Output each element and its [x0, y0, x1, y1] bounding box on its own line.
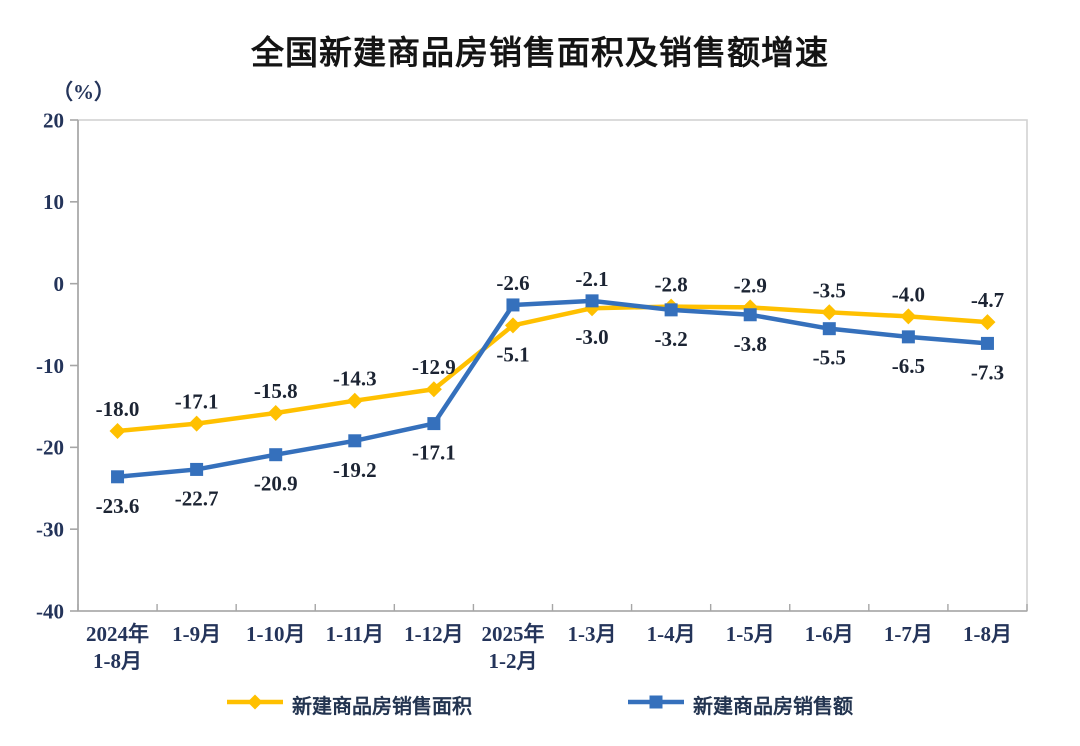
y-axis-unit-label: （%）	[52, 80, 115, 104]
legend-marker-svg	[628, 695, 684, 709]
data-point-marker-square	[901, 330, 915, 344]
data-point-marker-diamond	[188, 415, 205, 432]
data-point-label: -20.9	[254, 472, 298, 496]
series-line-1	[115, 298, 990, 480]
data-point-label: -23.6	[96, 494, 140, 518]
x-tick-label: 1-8月	[963, 622, 1012, 646]
data-point-marker-square	[585, 294, 599, 308]
data-point-marker-diamond	[900, 308, 917, 325]
y-tick-label: 0	[54, 272, 65, 296]
data-point-marker-square	[348, 434, 362, 448]
data-point-label: -5.5	[813, 346, 846, 370]
series-line-0	[115, 304, 990, 434]
blue-square-line-icon	[628, 694, 684, 715]
x-tick-label: 1-6月	[805, 622, 854, 646]
data-point-marker-square	[743, 308, 757, 322]
y-tick-label: 10	[43, 190, 64, 214]
data-point-marker-diamond	[425, 381, 442, 398]
data-point-label: -2.8	[655, 273, 688, 297]
data-point-label: -17.1	[412, 441, 456, 465]
x-tick-label: 1-2月	[488, 649, 537, 673]
data-point-label: -3.5	[813, 278, 846, 302]
x-tick-label: 1-3月	[568, 622, 617, 646]
data-point-marker-square	[664, 303, 678, 317]
data-point-marker-diamond	[109, 422, 126, 439]
data-point-marker-square	[269, 448, 283, 462]
data-point-label: -4.7	[971, 288, 1004, 312]
x-tick-label: 1-8月	[93, 649, 142, 673]
legend-label-sales-amount: 新建商品房销售额	[693, 696, 853, 718]
legend-square	[649, 695, 663, 709]
data-point-label: -14.3	[333, 367, 377, 391]
yellow-diamond-line-icon	[227, 694, 283, 715]
legend-item-sales-amount: 新建商品房销售额	[628, 690, 853, 719]
data-point-marker-diamond	[821, 304, 838, 321]
chart-title: 全国新建商品房销售面积及销售额增速	[251, 34, 829, 71]
data-point-marker-square	[822, 322, 836, 336]
legend-diamond	[247, 694, 263, 710]
data-point-label: -4.0	[892, 282, 925, 306]
data-point-label: -3.2	[655, 327, 688, 351]
plot-area: 20 10 0 -10 -20 -30 -40 2024年 1-8月 1-9月 1-10月 1-11月…	[36, 108, 1028, 673]
data-point-label: -15.8	[254, 379, 298, 403]
data-point-marker-square	[190, 462, 204, 476]
plot-border	[77, 119, 1028, 612]
y-tick-label: -40	[36, 599, 64, 623]
x-tick-label: 1-11月	[326, 622, 384, 646]
data-point-marker-square	[506, 298, 520, 312]
data-point-label: -19.2	[333, 458, 377, 482]
x-tick-label: 1-5月	[726, 622, 775, 646]
data-point-label: -3.0	[575, 325, 608, 349]
data-point-label: -18.0	[96, 397, 140, 421]
y-tick-label: 20	[43, 108, 64, 132]
data-point-label: -17.1	[175, 390, 219, 414]
legend-label-sales-area: 新建商品房销售面积	[292, 696, 472, 718]
data-point-label: -2.9	[734, 273, 767, 297]
data-point-marker-diamond	[267, 404, 284, 421]
data-point-label: -5.1	[496, 342, 529, 366]
legend-item-sales-area: 新建商品房销售面积	[227, 690, 472, 719]
data-point-marker-square	[980, 336, 994, 350]
data-point-marker-diamond	[346, 392, 363, 409]
data-point-label: -2.1	[575, 267, 608, 291]
legend-marker-svg	[227, 694, 283, 710]
data-point-label: -2.6	[496, 271, 529, 295]
x-tick-label: 1-7月	[884, 622, 933, 646]
x-tick-label: 2024年	[86, 622, 149, 646]
legend: 新建商品房销售面积 新建商品房销售额	[0, 690, 1080, 719]
data-point-marker-square	[111, 470, 125, 484]
data-point-marker-diamond	[504, 317, 521, 334]
x-tick-label: 1-12月	[404, 622, 464, 646]
data-point-label: -22.7	[175, 486, 219, 510]
x-tick-label: 1-4月	[647, 622, 696, 646]
data-point-marker-diamond	[979, 314, 996, 331]
y-tick-label: -10	[36, 354, 64, 378]
y-tick-label: -20	[36, 436, 64, 460]
data-point-label: -7.3	[971, 360, 1004, 384]
data-point-label: -12.9	[412, 355, 456, 379]
data-point-label: -6.5	[892, 354, 925, 378]
x-tick-label: 2025年	[481, 622, 544, 646]
x-tick-label: 1-9月	[172, 622, 221, 646]
x-tick-label: 1-10月	[246, 622, 306, 646]
data-point-label: -3.8	[734, 332, 767, 356]
data-point-marker-square	[427, 417, 441, 431]
y-tick-label: -30	[36, 518, 64, 542]
